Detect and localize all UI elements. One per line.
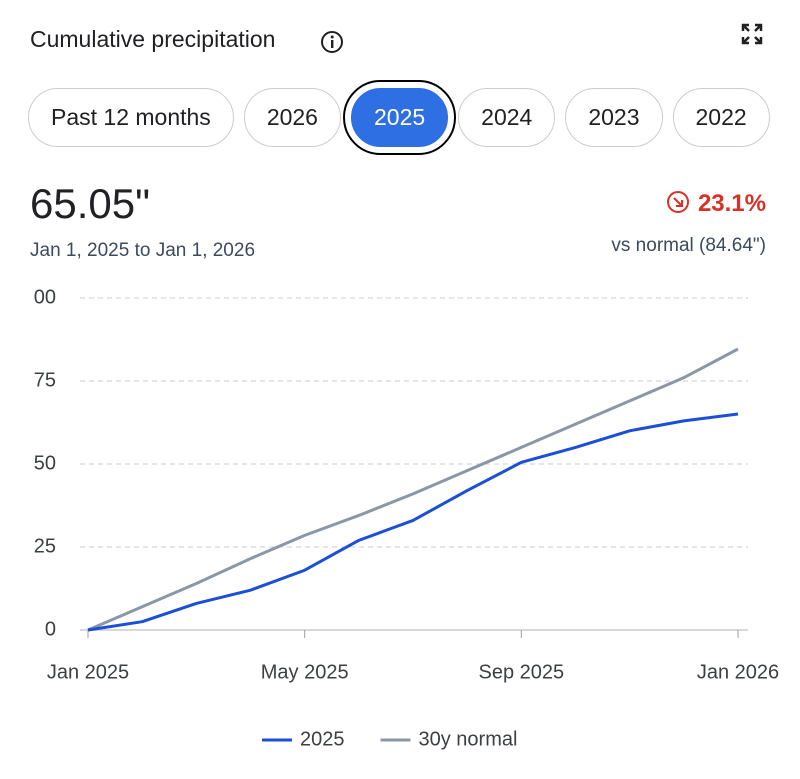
date-range: Jan 1, 2025 to Jan 1, 2026 [30,240,256,261]
legend-label: 30y normal [419,728,518,750]
y-tick-label: 0 [45,618,56,640]
tab-row: Past 12 months 2026 2025 2024 2023 2022 [28,80,770,155]
y-tick-label: 75 [34,369,56,391]
year-tab[interactable]: 2024 [458,88,556,147]
year-tab[interactable]: 2026 [243,88,341,147]
x-tick-label: May 2025 [261,661,349,683]
card-title: Cumulative precipitation [30,26,276,52]
info-icon[interactable] [320,30,344,54]
expand-icon[interactable] [740,22,764,46]
comparison: vs normal (84.64") [611,235,766,256]
year-tab[interactable]: Past 12 months [28,88,234,147]
y-tick-label: 50 [34,452,56,474]
y-tick-label: 25 [34,535,56,557]
year-tab[interactable]: 2025 [342,80,457,155]
total-value: 65.05" [30,180,151,227]
year-tab[interactable]: 2023 [565,88,663,147]
change-value: 23.1% [697,190,766,217]
x-tick-label: Jan 2025 [47,661,129,683]
x-tick-label: Sep 2025 [479,661,565,683]
series-line [87,412,739,632]
chart: 0 25 50 75 00 Jan 2025 May 2025 Sep 2025 Jan 202… [34,286,779,750]
y-tick-label: 00 [34,286,56,308]
x-tick-label: Jan 2026 [697,661,779,683]
year-tab[interactable]: 2022 [672,88,770,147]
legend-label: 2025 [300,728,345,750]
change: 23.1% [666,190,766,218]
series-line [87,347,739,632]
down-icon [666,191,689,213]
